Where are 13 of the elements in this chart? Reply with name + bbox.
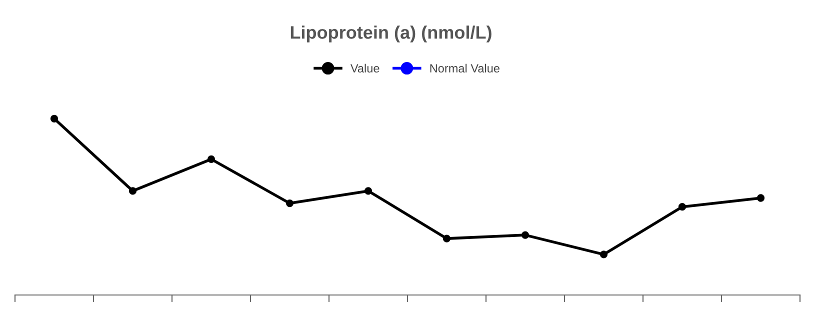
point [442, 234, 451, 242]
point [521, 231, 530, 239]
point [50, 114, 58, 122]
point [678, 203, 686, 211]
chart-title: Lipoprotein (a) (nmol/L) [290, 26, 492, 42]
legend-label: Value [350, 64, 380, 73]
point [207, 155, 216, 164]
point [286, 199, 294, 208]
point [756, 194, 765, 202]
point [600, 250, 608, 258]
point [364, 187, 372, 195]
legend-label: Normal Value [430, 64, 500, 73]
point [128, 187, 137, 195]
